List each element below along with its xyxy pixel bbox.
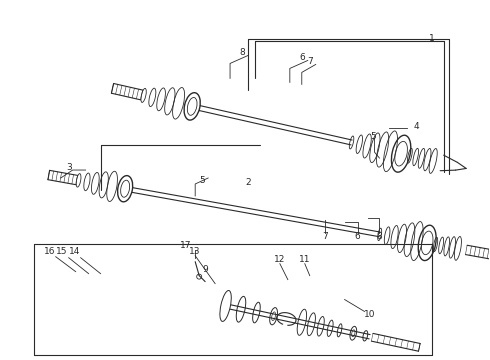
Text: 8: 8 bbox=[377, 232, 382, 241]
Text: 17: 17 bbox=[179, 241, 191, 250]
Text: 5: 5 bbox=[199, 176, 205, 185]
Text: 7: 7 bbox=[322, 232, 328, 241]
Text: 16: 16 bbox=[44, 247, 55, 256]
Text: 14: 14 bbox=[69, 247, 80, 256]
Text: 12: 12 bbox=[274, 255, 286, 264]
Text: 5: 5 bbox=[370, 132, 376, 141]
Text: 2: 2 bbox=[245, 179, 251, 188]
Text: 6: 6 bbox=[299, 53, 305, 62]
Text: 7: 7 bbox=[307, 57, 313, 66]
Text: 4: 4 bbox=[414, 122, 419, 131]
Text: 1: 1 bbox=[429, 34, 435, 43]
Text: 15: 15 bbox=[56, 247, 67, 256]
Text: 10: 10 bbox=[364, 310, 375, 319]
Text: 8: 8 bbox=[239, 48, 245, 57]
Text: 3: 3 bbox=[66, 163, 72, 172]
Text: 9: 9 bbox=[202, 265, 208, 274]
Text: 11: 11 bbox=[299, 255, 311, 264]
Text: 13: 13 bbox=[190, 247, 201, 256]
Text: 6: 6 bbox=[355, 232, 361, 241]
